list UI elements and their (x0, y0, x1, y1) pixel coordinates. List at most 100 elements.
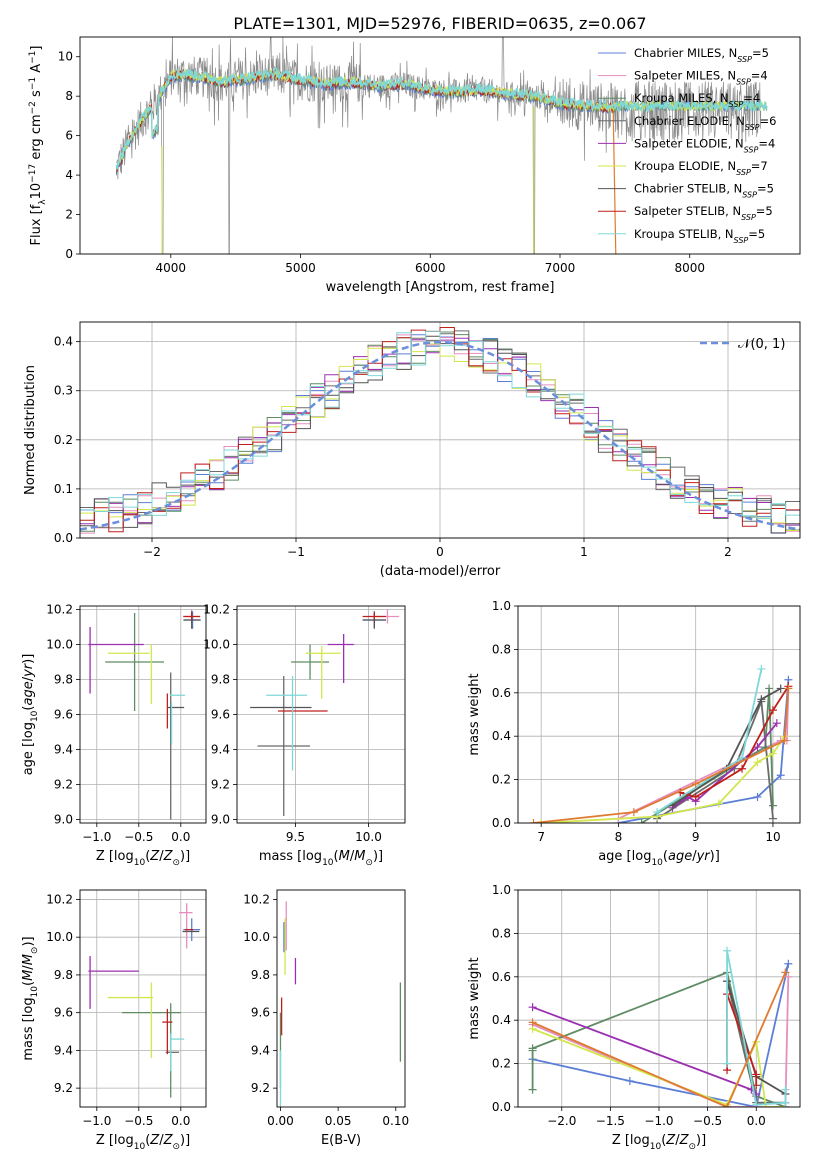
weight-marker (757, 664, 766, 673)
y-tick-label: 0.0 (54, 531, 73, 545)
x-tick-label: 9.5 (286, 830, 305, 844)
x-tick-label: 10 (765, 830, 780, 844)
normal-curve (80, 340, 800, 531)
weight-marker (781, 968, 790, 977)
plot-area (115, 37, 768, 254)
y-tick-label: 9.4 (211, 743, 230, 757)
y-axis-label: Flux [fλ10−17 erg cm−2 s−1 A−1] (28, 46, 48, 246)
weight-line (532, 972, 787, 1107)
weight-marker (723, 1059, 732, 1068)
y-tick-label: 0.4 (492, 1013, 511, 1027)
x-tick-label: −0.5 (693, 1114, 722, 1128)
x-axis-label: Z [log10(Z/Z⊙)] (96, 1133, 190, 1152)
y-tick-label: 9.6 (54, 708, 73, 722)
weight-marker (625, 1076, 634, 1085)
x-axis-label: age [log10(age/yr)] (598, 849, 720, 868)
x-tick-label: −2.0 (547, 1114, 576, 1128)
y-tick-label: 10.2 (243, 892, 270, 906)
y-tick-label: 0.0 (492, 1100, 511, 1114)
weight-marker (723, 1103, 732, 1107)
y-tick-label: 0 (65, 247, 73, 261)
x-tick-label: 5000 (285, 261, 316, 275)
weight-marker (781, 1085, 790, 1094)
y-tick-label: 1.0 (492, 599, 511, 613)
legend-entry: Salpeter MILES, NSSP=4 (634, 69, 768, 87)
model-spectrum (115, 68, 768, 167)
y-tick-label: 0.8 (492, 642, 511, 656)
y-tick-label: 10.0 (46, 930, 73, 944)
axes-frame (276, 889, 406, 1108)
x-tick-label: 0.0 (171, 830, 190, 844)
y-axis-label: mass weight (467, 673, 482, 755)
y-tick-label: 6 (65, 129, 73, 143)
weight-marker (752, 1100, 761, 1107)
y-tick-label: 9.0 (54, 813, 73, 827)
y-tick-label: 10.2 (46, 892, 73, 906)
weight-marker (738, 764, 747, 773)
y-tick-label: 9.6 (54, 1006, 73, 1020)
legend-entry: Salpeter STELIB, NSSP=5 (634, 204, 773, 222)
y-tick-label: 10.2 (46, 603, 73, 617)
weight-marker (768, 749, 777, 758)
panel-mass-vs-EBV: 0.00 0.05 0.10 9.2 9.4 9.6 9.8 10.0 10.2 E(B-V) (243, 889, 409, 1148)
panel-spectrum: 4000 5000 6000 7000 8000 0 2 4 6 8 10 wavelength [A… (28, 36, 801, 295)
y-tick-label: 0.6 (492, 686, 511, 700)
x-tick-label: 8000 (674, 261, 705, 275)
axes-frame (79, 889, 207, 1108)
y-tick-label: 8 (65, 89, 73, 103)
weight-marker (753, 758, 762, 767)
y-tick-label: 0.4 (54, 335, 73, 349)
y-tick-label: 9.8 (251, 968, 270, 982)
weight-line (532, 962, 790, 1107)
weight-marker (768, 706, 777, 715)
panel-massweight-vs-age: 7 8 9 10 0.0 0.2 0.4 0.6 0.8 1.0 age [log10(age/yr… (467, 599, 801, 868)
y-tick-label: 0.3 (54, 384, 73, 398)
y-tick-label: 9.4 (54, 1043, 73, 1057)
y-tick-label: 0.0 (492, 816, 511, 830)
model-edge (612, 109, 617, 254)
weight-marker (529, 819, 538, 823)
weight-marker (757, 695, 766, 704)
y-tick-label: 9.4 (251, 1043, 270, 1057)
y-tick-label: 9.2 (54, 1081, 73, 1095)
weight-line (671, 687, 782, 807)
y-axis-label: mass [log10(M/M⊙)] (21, 936, 40, 1060)
residual-histogram (80, 330, 800, 520)
y-tick-label: 9.6 (251, 1006, 270, 1020)
weight-marker (714, 799, 723, 808)
legend-entry: 𝒩(0, 1) (738, 337, 785, 352)
y-axis-label: age [log10(age/yr)] (21, 654, 40, 776)
x-axis-label: Z [log10(Z/Z⊙)] (96, 849, 190, 868)
x-tick-label: −1.0 (644, 1114, 673, 1128)
y-tick-label: 9.8 (54, 968, 73, 982)
y-tick-label: 10.0 (243, 930, 270, 944)
weight-marker (765, 684, 774, 693)
x-tick-label: 10.0 (355, 830, 382, 844)
x-axis-label: E(B-V) (321, 1133, 361, 1148)
weight-marker (637, 819, 646, 823)
y-tick-label: 9.2 (251, 1081, 270, 1095)
x-tick-label: 2 (724, 545, 732, 559)
plot-area (528, 946, 793, 1107)
y-tick-label: 0.1 (54, 482, 73, 496)
weight-marker (784, 684, 793, 693)
weight-marker (784, 972, 793, 981)
axes-frame (517, 605, 801, 824)
y-tick-label: 1.0 (492, 883, 511, 897)
weight-marker (537, 819, 546, 823)
x-tick-label: 1 (580, 545, 588, 559)
x-tick-label: −1 (287, 545, 305, 559)
weight-line (532, 976, 790, 1107)
legend-entry: Kroupa MILES, NSSP=4 (634, 91, 760, 109)
weight-marker (753, 743, 762, 752)
weight-marker (653, 808, 662, 817)
panel-massweight-vs-Z: −2.0 −1.5 −1.0 −0.5 0.0 0.0 0.2 0.4 0.6 0.8 1.0 Z [… (467, 883, 801, 1152)
x-tick-label: 0.05 (325, 1114, 352, 1128)
y-tick-label: 0.8 (492, 926, 511, 940)
weight-line (541, 735, 786, 823)
figure-title: PLATE=1301, MJD=52976, FIBERID=0635, z=0… (233, 14, 646, 33)
x-tick-label: −0.5 (124, 830, 153, 844)
weight-marker (723, 946, 732, 955)
y-tick-label: 9.2 (211, 778, 230, 792)
